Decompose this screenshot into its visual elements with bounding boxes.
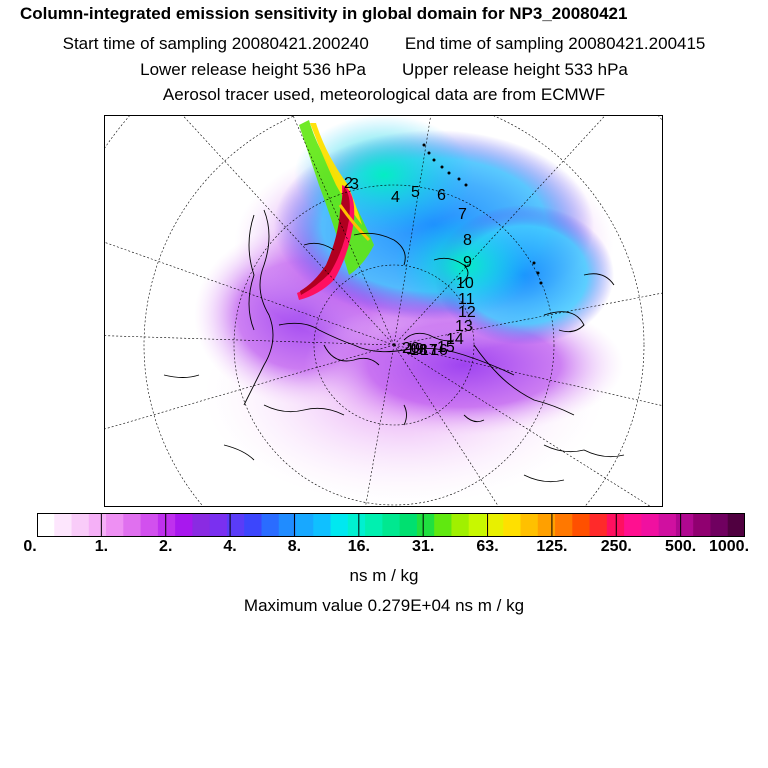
sampling-times: Start time of sampling 20080421.200240 En… xyxy=(0,34,768,54)
track-label: 20 xyxy=(402,340,420,357)
track-label: 12 xyxy=(458,304,476,321)
emission-sensitivity-map: 2 3 4 5 6 7 8 9 10 11 12 13 14 15 16 17 … xyxy=(104,115,663,507)
colorbar-cell xyxy=(520,513,539,537)
map-frame xyxy=(104,115,663,507)
colorbar-cell xyxy=(658,513,677,537)
maximum-value: Maximum value 0.279E+04 ns m / kg xyxy=(243,596,525,615)
colorbar-cell xyxy=(54,513,73,537)
colorbar-cell xyxy=(330,513,349,537)
colorbar-cell xyxy=(278,513,297,537)
colorbar-cell xyxy=(347,513,366,537)
colorbar-tick-label: 1. xyxy=(94,538,109,555)
lower-release-height: Lower release height 536 hPa xyxy=(140,60,366,79)
colorbar-tick-label: 1000. xyxy=(708,538,750,555)
track-label: 11 xyxy=(458,291,475,308)
colorbar-cell xyxy=(468,513,487,537)
graticule xyxy=(104,115,663,507)
colorbar-cell xyxy=(140,513,159,537)
colorbar-cell xyxy=(382,513,401,537)
track-label: 18 xyxy=(410,342,428,359)
colorbar-cell xyxy=(365,513,383,537)
track-label: 2 xyxy=(344,175,353,192)
colorbar-tick-label: 63. xyxy=(476,538,499,555)
colorbar-cell xyxy=(261,513,280,537)
colorbar-cell xyxy=(296,513,314,537)
track-label: 5 xyxy=(411,184,420,201)
tracer-info: Aerosol tracer used, meteorological data… xyxy=(162,85,606,104)
colorbar-cell xyxy=(416,513,435,537)
track-label: 10 xyxy=(456,275,474,292)
colorbar-cell xyxy=(71,513,90,537)
track-label: 4 xyxy=(391,189,400,206)
track-label: 15 xyxy=(437,339,455,356)
colorbar-cell xyxy=(537,513,556,537)
colorbar-cell xyxy=(399,513,418,537)
colorbar-cell xyxy=(209,513,228,537)
flight-track-dots xyxy=(422,143,543,285)
colorbar-cell xyxy=(123,513,142,537)
colorbar-cell xyxy=(710,513,729,537)
colorbar-cell xyxy=(589,513,608,537)
colorbar-cell xyxy=(451,513,470,537)
upper-release-height: Upper release height 533 hPa xyxy=(402,60,628,79)
colorbar-tick-label: 2. xyxy=(159,538,173,555)
release-heights: Lower release height 536 hPa Upper releas… xyxy=(0,60,768,80)
colorbar-cell xyxy=(641,513,660,537)
colorbar-tick-label: 0. xyxy=(23,538,37,555)
sensitivity-field xyxy=(194,115,624,505)
colorbar-cell xyxy=(157,513,176,537)
colorbar-frame xyxy=(37,513,745,537)
track-label: 19 xyxy=(406,341,424,358)
track-label: 13 xyxy=(455,318,473,335)
colorbar-cell xyxy=(727,513,745,537)
coastlines xyxy=(163,209,625,483)
colorbar-cell xyxy=(485,513,504,537)
colorbar-cell xyxy=(192,513,211,537)
colorbar-cell xyxy=(503,513,522,537)
colorbar-cell xyxy=(244,513,263,537)
colorbar-cell xyxy=(555,513,573,537)
colorbar-cell xyxy=(675,513,694,537)
track-label: 14 xyxy=(446,331,464,348)
track-label: 16 xyxy=(430,342,448,359)
colorbar-units: ns m / kg xyxy=(349,566,419,585)
colorbar-tick-label: 16. xyxy=(347,538,370,555)
start-time: Start time of sampling 20080421.200240 xyxy=(62,34,369,53)
track-label: 8 xyxy=(463,232,472,249)
colorbar-cell xyxy=(313,513,332,537)
colorbar xyxy=(37,513,745,537)
track-label: 17 xyxy=(420,342,438,359)
flight-track-labels: 2 3 4 5 6 7 8 9 10 11 12 13 14 15 16 17 … xyxy=(344,175,476,359)
plot-title: Column-integrated emission sensitivity i… xyxy=(20,4,628,23)
colorbar-tick-label: 500. xyxy=(665,538,697,555)
colorbar-tick-label: 8. xyxy=(287,538,302,555)
colorbar-cell xyxy=(88,513,107,537)
colorbar-cell xyxy=(175,513,194,537)
colorbar-tick-label: 31. xyxy=(412,538,435,555)
colorbar-cell xyxy=(106,513,124,537)
colorbar-cell xyxy=(624,513,642,537)
colorbar-cells xyxy=(37,513,745,537)
colorbar-cell xyxy=(693,513,712,537)
colorbar-tick-label: 4. xyxy=(223,538,237,555)
colorbar-major-ticks xyxy=(100,513,682,537)
colorbar-cell xyxy=(572,513,591,537)
end-time: End time of sampling 20080421.200415 xyxy=(404,34,706,53)
colorbar-tick-label: 125. xyxy=(536,538,568,555)
colorbar-cell xyxy=(434,513,453,537)
track-label: 6 xyxy=(437,187,446,204)
colorbar-tick-label: 250. xyxy=(600,538,632,555)
track-label: 9 xyxy=(463,254,472,271)
track-label: 3 xyxy=(350,176,359,193)
colorbar-cell xyxy=(37,513,55,537)
colorbar-cell xyxy=(226,513,245,537)
track-label: 7 xyxy=(458,206,467,223)
